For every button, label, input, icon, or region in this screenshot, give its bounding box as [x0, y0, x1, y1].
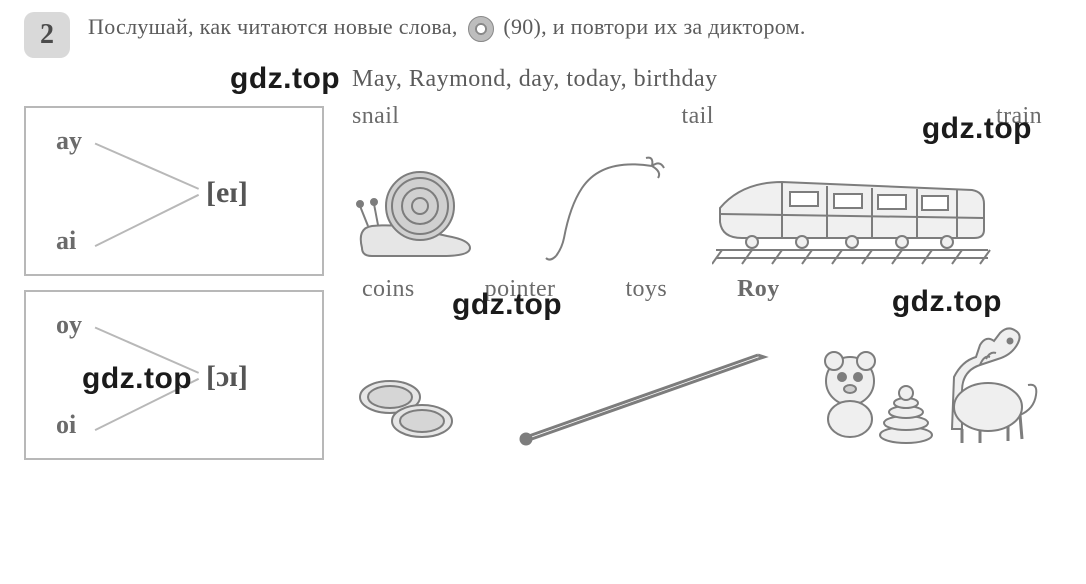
train-image — [712, 138, 992, 268]
phonics-bottom: oi — [56, 410, 76, 440]
audio-disc-icon — [468, 16, 494, 42]
snail-image — [352, 148, 502, 268]
phonics-bottom: ai — [56, 226, 76, 256]
phonics-box-ei: ay ai [eɪ] — [24, 106, 324, 276]
word-coins: coins — [362, 276, 415, 303]
word-roy: Roy — [737, 276, 780, 303]
pointer-image — [512, 341, 772, 451]
word-line-1: May, Raymond, day, today, birthday — [352, 66, 1062, 93]
phonics-top: ay — [56, 126, 82, 156]
phonics-box-oi: oy oi [ɔɪ] gdz.top — [24, 290, 324, 460]
exercise-number: 2 — [40, 19, 54, 51]
word-toys: toys — [625, 276, 667, 303]
word-train: train — [996, 103, 1042, 130]
tail-image — [542, 148, 672, 268]
instruction-text: Послушай, как читаются новые слова, (90)… — [88, 12, 806, 42]
instruction-before: Послушай, как читаются новые слова, — [88, 14, 458, 39]
word-snail: snail — [352, 103, 399, 130]
instruction-track: (90), — [503, 14, 547, 39]
phonics-top: oy — [56, 310, 82, 340]
phonics-ipa: [ɔɪ] — [206, 360, 248, 394]
exercise-number-badge: 2 — [24, 12, 70, 58]
word-pointer: pointer — [485, 276, 556, 303]
phonics-ipa: [eɪ] — [206, 176, 248, 210]
coins-image — [352, 361, 472, 451]
toys-image — [812, 311, 1042, 451]
instruction-after: и повтори их за диктором. — [553, 14, 806, 39]
word-tail: tail — [682, 103, 714, 130]
